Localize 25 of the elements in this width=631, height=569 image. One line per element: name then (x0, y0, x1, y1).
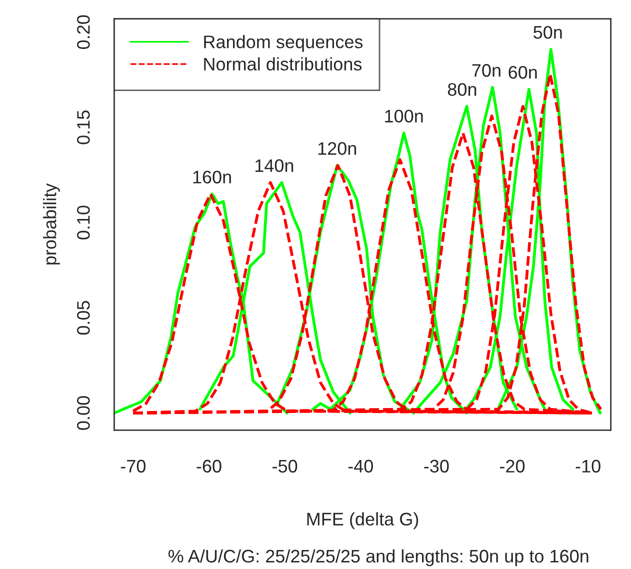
annotation: 140n (255, 159, 294, 172)
x-tick-label: -60 (196, 460, 222, 473)
x-axis-title: MFE (delta G) (307, 512, 418, 530)
x-tick-label: -10 (576, 460, 600, 473)
legend-label: Normal distributions (204, 57, 362, 71)
x-tick-label: -20 (500, 460, 525, 473)
y-tick-label: 0.20 (77, 15, 90, 49)
annotation: 50n (534, 26, 562, 39)
y-tick-label: 0.05 (77, 300, 90, 335)
y-axis-title: probability (43, 183, 60, 264)
annotation: 120n (318, 142, 356, 155)
y-tick-label: 0.00 (77, 396, 90, 430)
annotation: 100n (385, 110, 423, 123)
annotation: 60n (508, 66, 537, 79)
x-tick-label: -30 (424, 460, 449, 473)
annotation: 70n (472, 64, 500, 77)
x-tick-label: -70 (120, 460, 146, 473)
x-tick-label: -50 (272, 460, 298, 473)
y-tick-label: 0.15 (77, 110, 90, 144)
legend-label: Random sequences (204, 35, 363, 52)
text: % A/U/C/G: 25/25/25/25 and lengths: 50n up to 160n (168, 549, 588, 566)
x-tick-label: -40 (348, 460, 373, 473)
annotation: 80n (448, 83, 476, 96)
y-tick-label: 0.10 (77, 206, 90, 240)
annotation: 160n (193, 170, 231, 184)
